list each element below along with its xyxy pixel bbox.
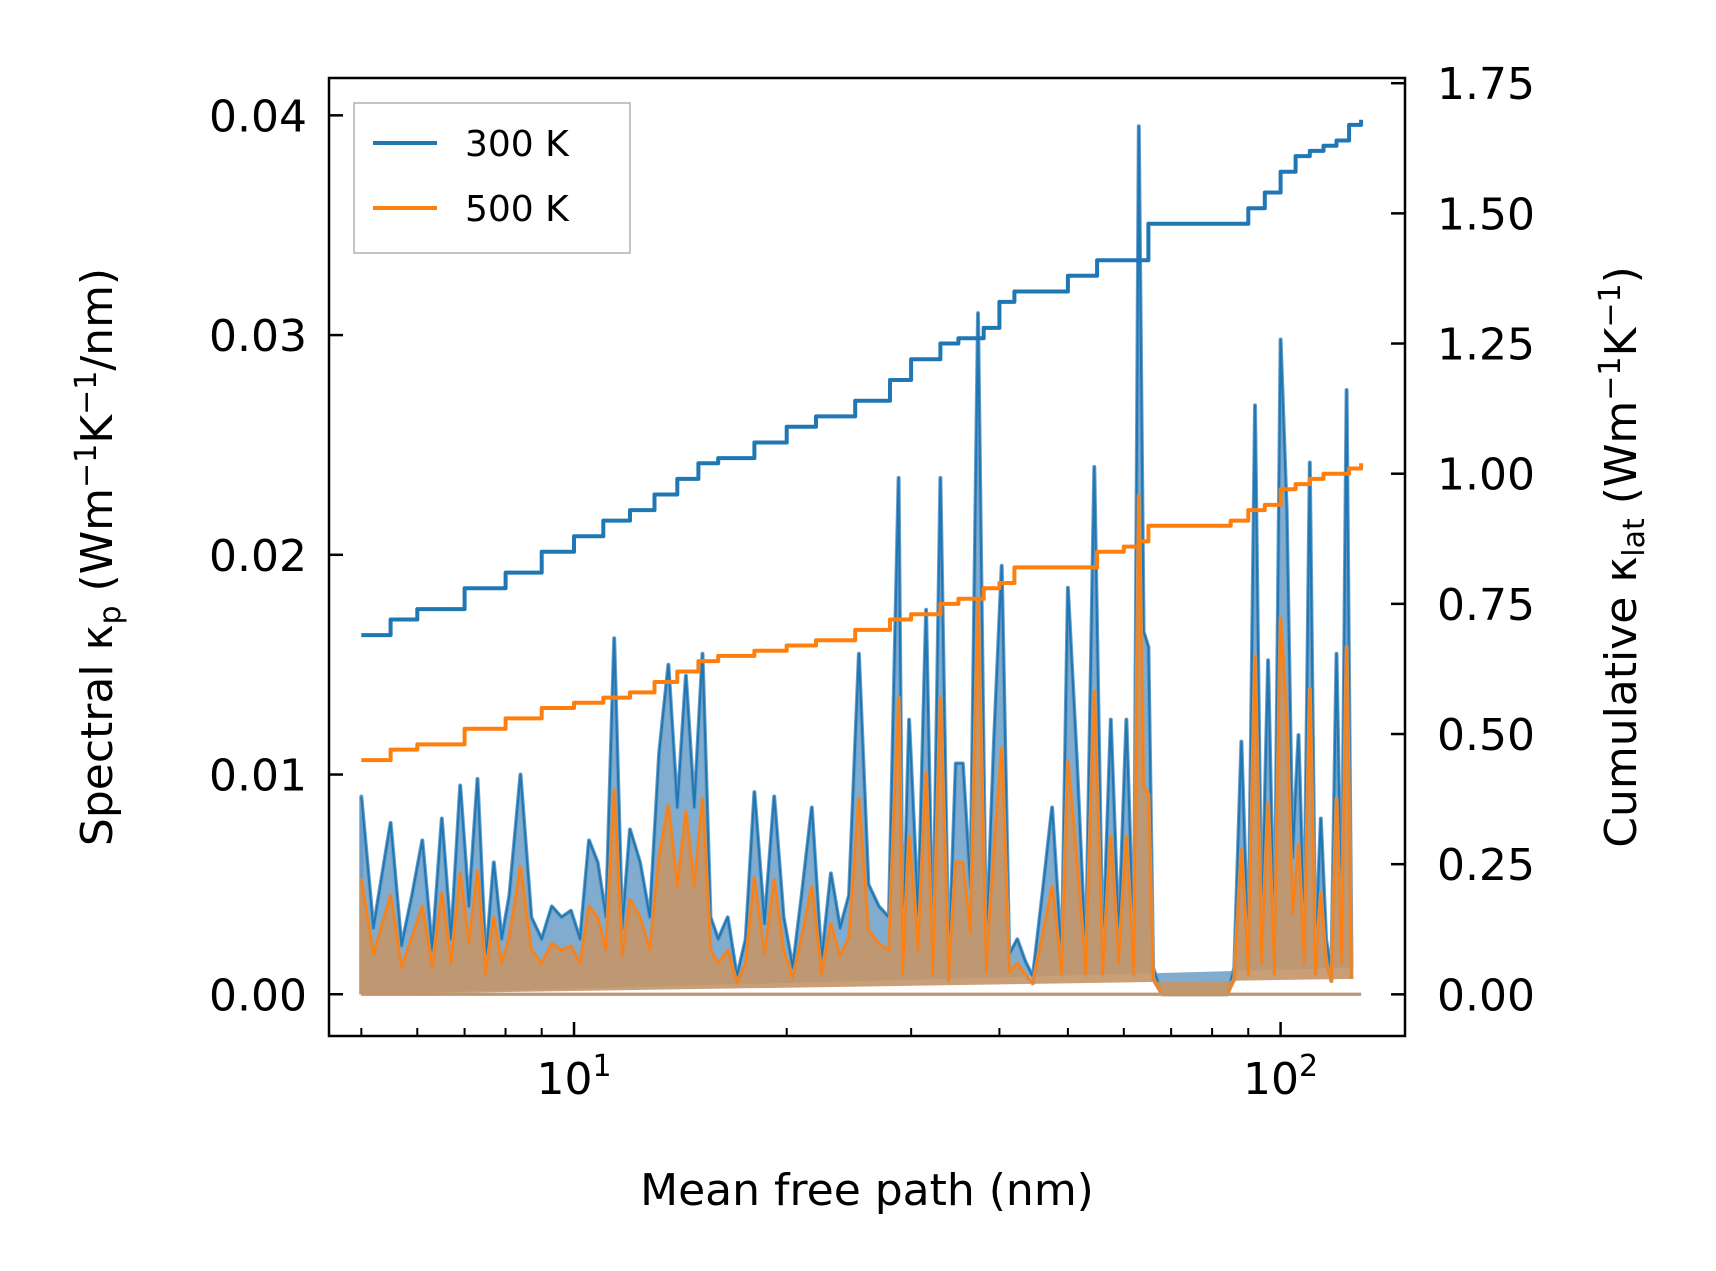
ticks-layer: 0.00 0.01 0.02 0.03 0.04 0.00 0.25 0.50 0.75 1.00… xyxy=(209,59,1535,1105)
right-y-tick-label: 0.25 xyxy=(1437,840,1535,891)
left-y-tick-label: 0.00 xyxy=(209,970,307,1021)
right-y-tick-label: 1.50 xyxy=(1437,189,1535,240)
right-y-axis-label: Cumulative κlat (Wm−1K−1) xyxy=(1593,266,1652,848)
legend-label-500k: 500 K xyxy=(465,189,570,230)
left-y-tick-label: 0.01 xyxy=(209,751,307,802)
legend: 300 K 500 K xyxy=(353,102,631,254)
left-y-axis-label: Spectral κp (Wm−1K−1/nm) xyxy=(69,268,128,846)
left-y-tick-label: 0.04 xyxy=(209,91,307,142)
spectral-line-500k xyxy=(360,494,1353,996)
legend-label-300k: 300 K xyxy=(465,124,570,165)
x-tick-label: 102 xyxy=(1243,1049,1318,1105)
cumulative-line-500k xyxy=(361,463,1364,763)
right-y-tick-label: 1.75 xyxy=(1437,59,1535,110)
legend-box xyxy=(353,102,631,254)
left-y-tick-label: 0.02 xyxy=(209,531,307,582)
right-y-tick-label: 1.00 xyxy=(1437,450,1535,501)
plot-frame xyxy=(327,76,1407,1038)
right-y-tick-label: 1.25 xyxy=(1437,320,1535,371)
cumulative-line-300k xyxy=(361,119,1364,638)
plot-layer xyxy=(359,119,1364,997)
left-y-tick-label: 0.03 xyxy=(209,311,307,362)
x-axis-label: Mean free path (nm) xyxy=(640,1165,1094,1216)
x-tick-label: 101 xyxy=(536,1049,611,1105)
right-y-tick-label: 0.75 xyxy=(1437,580,1535,631)
right-y-tick-label: 0.00 xyxy=(1437,970,1535,1021)
right-y-tick-label: 0.50 xyxy=(1437,710,1535,761)
